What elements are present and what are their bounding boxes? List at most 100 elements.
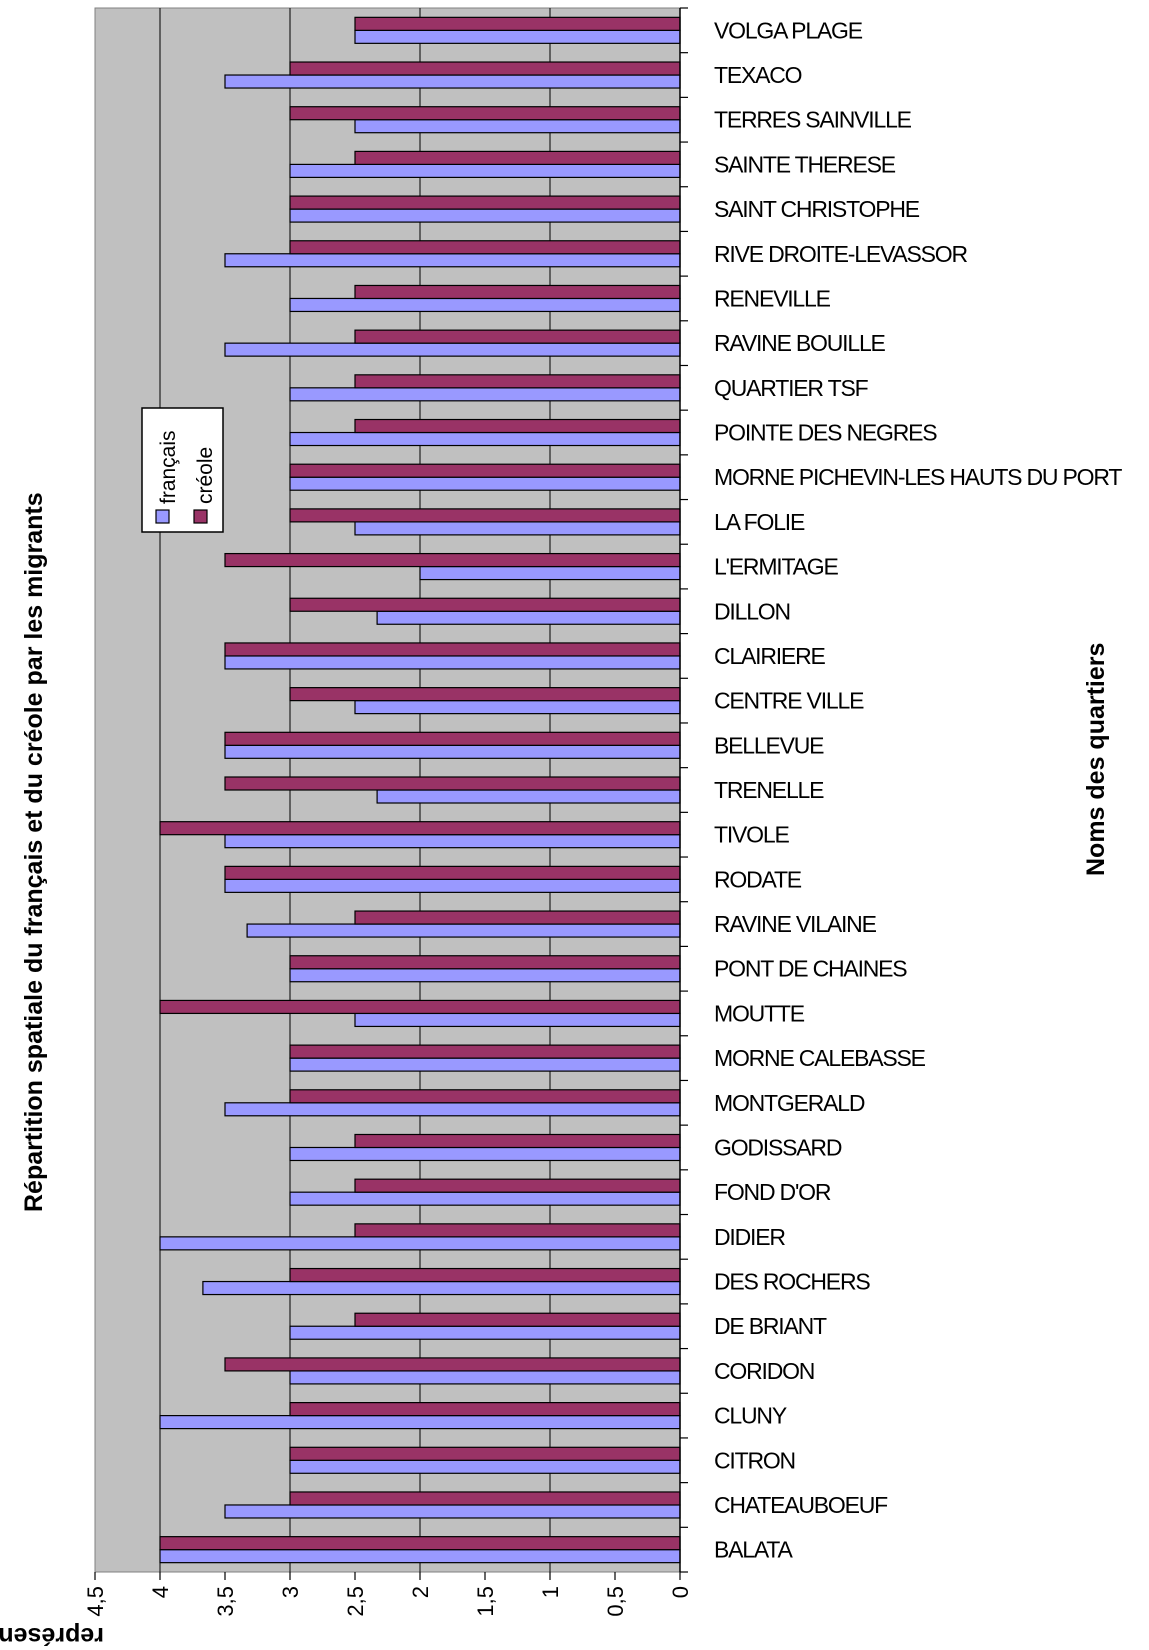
bar-creole bbox=[224, 642, 681, 657]
category-label: POINTE DES NEGRES bbox=[714, 420, 937, 446]
category-label: DILLON bbox=[714, 598, 790, 624]
bar-francais bbox=[289, 1325, 681, 1340]
bar-creole bbox=[159, 999, 681, 1015]
category-label: VOLGA PLAGE bbox=[714, 17, 863, 43]
bar-creole bbox=[289, 463, 681, 478]
bar-creole bbox=[289, 597, 681, 612]
category-label: L'ERMITAGE bbox=[714, 554, 838, 580]
bar-creole bbox=[159, 821, 681, 836]
bar-creole bbox=[354, 16, 681, 31]
bar-francais bbox=[224, 878, 681, 893]
category-label: RODATE bbox=[714, 866, 802, 892]
bar-francais bbox=[159, 1236, 681, 1251]
bar-creole bbox=[289, 1044, 681, 1059]
value-tick-label: 0,5 bbox=[603, 1586, 628, 1617]
bar-francais bbox=[354, 1012, 681, 1028]
category-label: QUARTIER TSF bbox=[714, 375, 869, 401]
bar-francais bbox=[224, 1102, 681, 1117]
bar-francais bbox=[159, 1414, 681, 1430]
category-label: MOUTTE bbox=[714, 1000, 805, 1026]
bar-francais bbox=[289, 163, 681, 178]
category-label: RAVINE VILAINE bbox=[714, 911, 877, 937]
bar-francais bbox=[224, 342, 681, 357]
bar-francais bbox=[289, 1370, 681, 1385]
legend-label-creole: créole bbox=[194, 447, 217, 504]
bar-francais bbox=[224, 744, 681, 759]
category-label: TRENELLE bbox=[714, 777, 824, 803]
category-label: GODISSARD bbox=[714, 1134, 842, 1160]
bar-creole bbox=[354, 418, 681, 434]
category-label: SAINTE THERESE bbox=[714, 151, 896, 177]
category-label: TERRES SAINVILLE bbox=[714, 107, 912, 133]
category-label: CENTRE VILLE bbox=[714, 688, 864, 714]
bar-creole bbox=[354, 374, 681, 389]
bar-creole bbox=[159, 1536, 681, 1551]
legend: français créole bbox=[141, 407, 224, 533]
category-label: CHATEAUBOEUF bbox=[714, 1492, 888, 1518]
bar-francais bbox=[159, 1549, 681, 1564]
bar-creole bbox=[289, 1267, 681, 1283]
bar-francais bbox=[354, 29, 681, 44]
value-tick-label: 2 bbox=[408, 1586, 433, 1598]
legend-box bbox=[141, 407, 224, 533]
bar-creole bbox=[224, 865, 681, 880]
bar-creole bbox=[354, 1178, 681, 1193]
category-label: MONTGERALD bbox=[714, 1090, 865, 1116]
bar-creole bbox=[354, 910, 681, 925]
bar-creole bbox=[289, 687, 681, 702]
value-tick-label: 2,5 bbox=[343, 1586, 368, 1617]
bar-creole bbox=[224, 552, 681, 568]
value-axis-title: représentation des niveaux de compétence bbox=[0, 1622, 104, 1650]
category-label: CLAIRIERE bbox=[714, 643, 825, 669]
bar-francais bbox=[354, 119, 681, 134]
bar-francais bbox=[202, 1280, 681, 1296]
bar-francais bbox=[289, 387, 681, 402]
category-label: TIVOLE bbox=[714, 822, 789, 848]
bar-francais bbox=[354, 700, 681, 715]
bar-francais bbox=[419, 565, 681, 581]
bar-creole bbox=[354, 1223, 681, 1238]
bar-creole bbox=[354, 1133, 681, 1149]
legend-swatch-francais bbox=[155, 509, 170, 524]
category-label: RIVE DROITE-LEVASSOR bbox=[714, 241, 967, 267]
bar-creole bbox=[289, 508, 681, 523]
bar-creole bbox=[289, 955, 681, 970]
value-tick-labels: 0 0,5 1 1,5 2 2,5 3 3,5 4 4,5 bbox=[83, 1586, 693, 1617]
category-label: MORNE PICHEVIN-LES HAUTS DU PORT bbox=[714, 464, 1122, 490]
legend-swatch-creole bbox=[193, 509, 208, 524]
bar-creole bbox=[354, 329, 681, 344]
category-label: BALATA bbox=[714, 1537, 793, 1563]
bar-francais bbox=[376, 789, 681, 804]
category-label: SAINT CHRISTOPHE bbox=[714, 196, 920, 222]
bar-creole bbox=[289, 1491, 681, 1506]
bar-creole bbox=[289, 61, 681, 76]
value-tick-label: 0 bbox=[668, 1586, 693, 1598]
bars bbox=[159, 16, 681, 1564]
value-tick-label: 1,5 bbox=[473, 1586, 498, 1617]
category-axis-title: Noms des quartiers bbox=[1082, 643, 1110, 876]
bar-creole bbox=[354, 284, 681, 300]
legend-label-francais: français bbox=[157, 430, 180, 504]
category-label: DE BRIANT bbox=[714, 1313, 827, 1339]
category-label: CLUNY bbox=[714, 1403, 787, 1429]
bar-creole bbox=[289, 195, 681, 210]
category-label: MORNE CALEBASSE bbox=[714, 1045, 926, 1071]
category-labels: BALATA CHATEAUBOEUF CITRON CLUNY CORIDON DE B… bbox=[714, 17, 1124, 1563]
chart-title: Répartition spatiale du français et du c… bbox=[20, 492, 48, 1212]
bar-francais bbox=[289, 297, 681, 313]
category-label: PONT DE CHAINES bbox=[714, 956, 907, 982]
bar-francais bbox=[224, 74, 681, 89]
bar-creole bbox=[354, 150, 681, 165]
category-label: CITRON bbox=[714, 1447, 795, 1473]
category-label: TEXACO bbox=[714, 62, 802, 88]
value-tick-label: 3,5 bbox=[213, 1586, 238, 1617]
bar-creole bbox=[224, 776, 681, 791]
bar-creole bbox=[289, 1089, 681, 1104]
bar-creole bbox=[224, 731, 681, 746]
bar-francais bbox=[289, 208, 681, 223]
value-tick-label: 4,5 bbox=[83, 1586, 108, 1617]
bar-francais bbox=[289, 1191, 681, 1206]
bar-francais bbox=[224, 253, 681, 268]
bar-francais bbox=[354, 521, 681, 536]
bar-creole bbox=[289, 1401, 681, 1417]
